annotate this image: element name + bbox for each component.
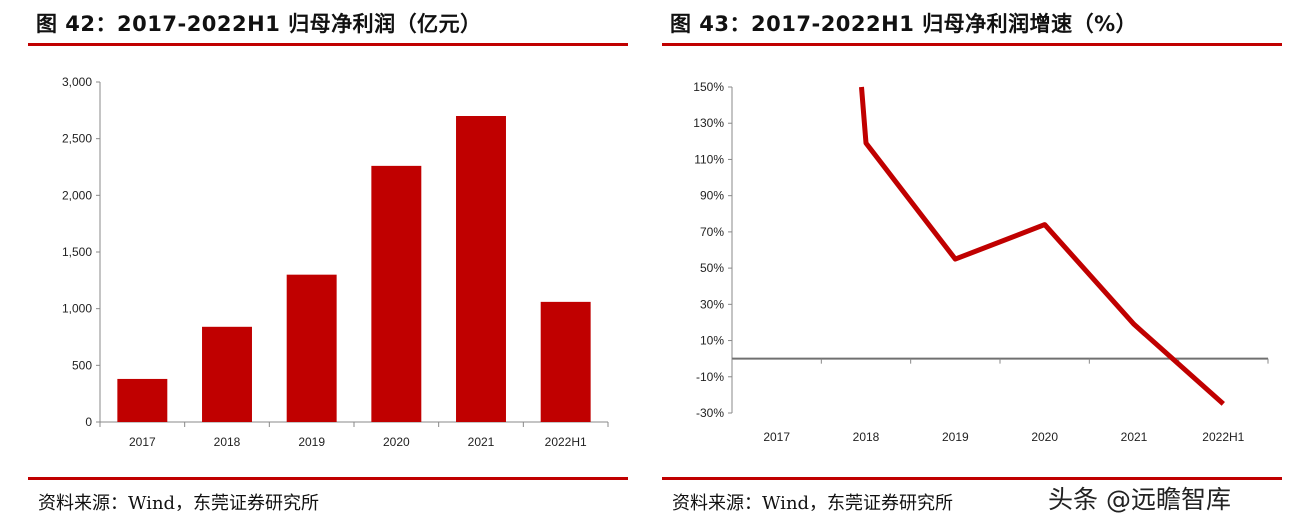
x-tick-label: 2022H1 xyxy=(1202,430,1244,444)
x-tick-label: 2021 xyxy=(468,435,495,449)
watermark: 头条 @远瞻智库 xyxy=(1048,485,1231,514)
source-divider xyxy=(662,477,1282,480)
x-tick-label: 2022H1 xyxy=(545,435,587,449)
line-chart-panel: 图 43：2017-2022H1 归母净利润增速（%） -30% -10% 10% 3… xyxy=(662,0,1282,529)
growth-line-series xyxy=(859,86,1225,406)
y-tick-label: 1,000 xyxy=(62,302,92,316)
x-tick-label: 2019 xyxy=(298,435,325,449)
y-tick-label: 30% xyxy=(700,297,724,311)
x-tick-label: 2017 xyxy=(129,435,156,449)
y-tick-label: 90% xyxy=(700,189,724,203)
y-tick-label: 110% xyxy=(694,152,724,166)
x-tick-label: 2018 xyxy=(214,435,241,449)
bar xyxy=(117,378,168,422)
y-tick-label: 130% xyxy=(693,116,724,130)
bar xyxy=(286,274,337,422)
bar xyxy=(540,301,591,422)
x-tick-label: 2020 xyxy=(1031,430,1058,444)
y-tick-label: 500 xyxy=(72,358,92,372)
bar-chart-title: 图 42：2017-2022H1 归母净利润（亿元） xyxy=(36,12,482,36)
y-tick-label: -30% xyxy=(696,406,724,420)
y-tick-label: 2,000 xyxy=(62,188,92,202)
bar xyxy=(371,165,422,422)
y-tick-label: 1,500 xyxy=(62,245,92,259)
y-tick-label: 50% xyxy=(700,261,724,275)
title-divider xyxy=(662,43,1282,46)
y-tick-label: -10% xyxy=(696,370,724,384)
y-tick-label: 150% xyxy=(693,80,724,94)
line-chart-title: 图 43：2017-2022H1 归母净利润增速（%） xyxy=(670,12,1138,36)
bar xyxy=(456,116,506,422)
x-tick-label: 2019 xyxy=(942,430,969,444)
x-tick-label: 2020 xyxy=(383,435,410,449)
y-tick-label: 3,000 xyxy=(62,75,92,89)
bar-chart-source: 资料来源：Wind，东莞证券研究所 xyxy=(38,493,320,514)
line-chart: -30% -10% 10% 30% 50% 70% 90% 110% 130% 150% 2017 2… xyxy=(693,80,1269,444)
x-tick-label: 2017 xyxy=(763,430,790,444)
line-chart-source: 资料来源：Wind，东莞证券研究所 xyxy=(672,493,954,514)
bar-chart: 0 500 1,000 1,500 2,000 2,500 3,000 2017 2018 201… xyxy=(62,75,609,449)
y-tick-label: 2,500 xyxy=(62,132,92,146)
source-divider xyxy=(28,477,628,480)
x-tick-label: 2018 xyxy=(853,430,880,444)
y-tick-label: 0 xyxy=(85,415,92,429)
bar xyxy=(202,326,252,422)
y-tick-label: 70% xyxy=(700,225,724,239)
bar-chart-panel: 图 42：2017-2022H1 归母净利润（亿元） 0 500 1,000 1,50… xyxy=(28,0,628,529)
y-tick-label: 10% xyxy=(700,334,724,348)
title-divider xyxy=(28,43,628,46)
x-tick-label: 2021 xyxy=(1121,430,1148,444)
